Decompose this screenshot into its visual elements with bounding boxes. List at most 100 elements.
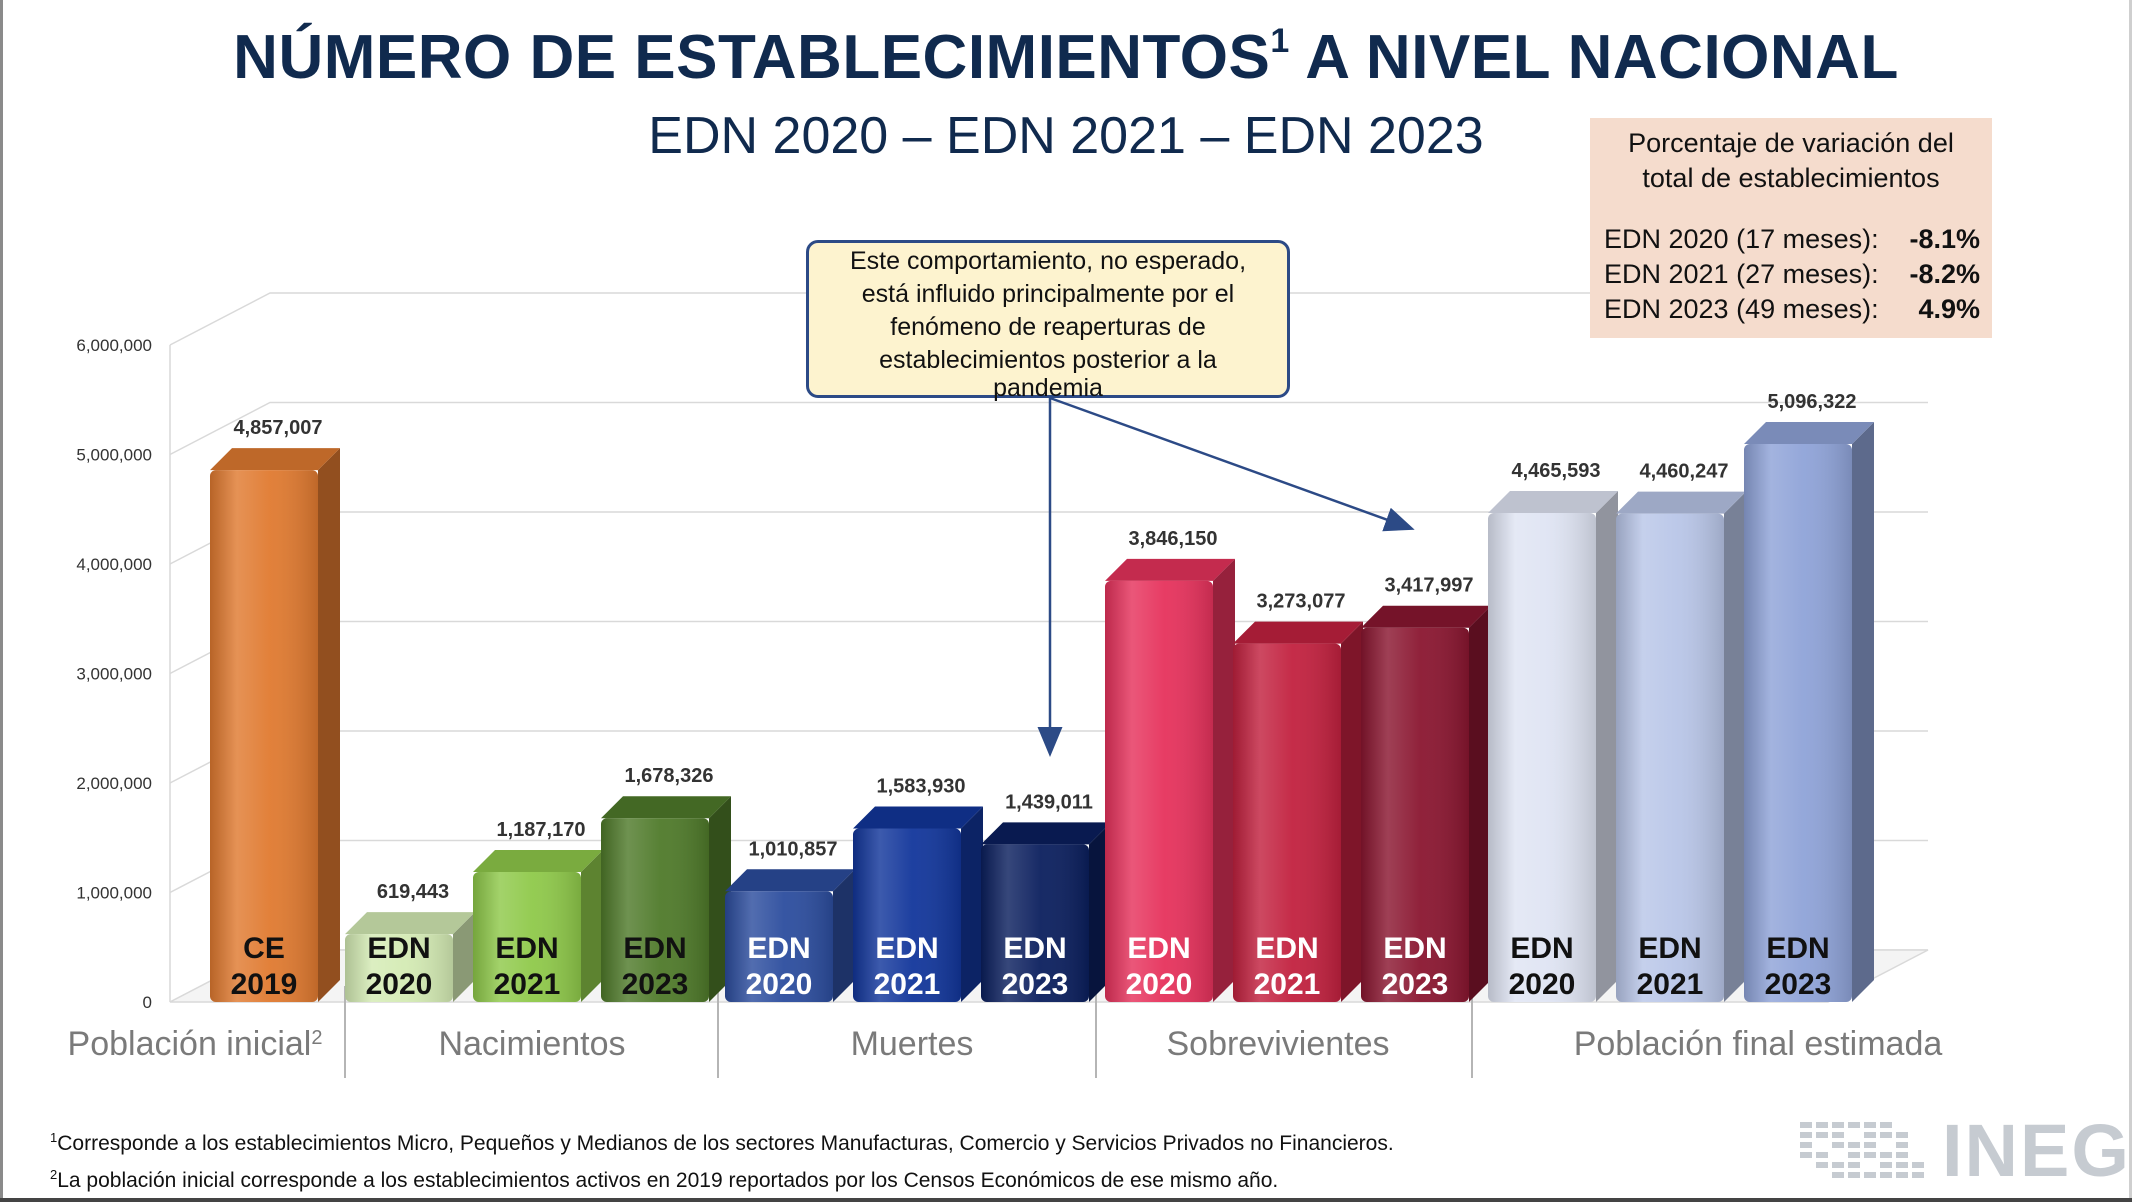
bar-year-label: 2021 xyxy=(1637,968,1704,1001)
variation-row: EDN 2023 (49 meses): 4.9% xyxy=(1604,292,1980,327)
bar-series-label: EDN xyxy=(1510,932,1573,965)
bar-side xyxy=(1596,491,1618,1002)
footnote-1-text: Corresponde a los establecimientos Micro… xyxy=(57,1132,1394,1155)
bar-top xyxy=(601,796,731,819)
bar xyxy=(1616,491,1746,1002)
bar-side xyxy=(961,806,983,1002)
bar-value-label: 1,678,326 xyxy=(625,765,714,787)
bar-top xyxy=(345,912,475,935)
bar-year-label: 2020 xyxy=(1126,968,1193,1001)
bar xyxy=(1105,558,1235,1002)
bar-value-label: 5,096,322 xyxy=(1768,391,1857,413)
variation-row-value: -8.1% xyxy=(1909,224,1980,254)
bar xyxy=(853,806,983,1002)
bar-series-label: EDN xyxy=(1383,932,1446,965)
bar-top xyxy=(1361,605,1491,628)
bar-shine xyxy=(210,470,318,1003)
variation-row: EDN 2020 (17 meses): -8.1% xyxy=(1604,222,1980,257)
title-tail: A NIVEL NACIONAL xyxy=(1289,23,1899,92)
y-tick-label: 1,000,000 xyxy=(76,884,152,903)
bar-top xyxy=(981,822,1111,845)
footnote-1: 1Corresponde a los establecimientos Micr… xyxy=(50,1122,1394,1159)
bar-value-label: 1,439,011 xyxy=(1005,791,1093,813)
callout-note: Este comportamiento, no esperado, está i… xyxy=(806,240,1290,402)
bar-value-label: 1,187,170 xyxy=(497,819,586,841)
bar-shine xyxy=(1233,643,1341,1002)
bar xyxy=(725,869,855,1002)
bar-side xyxy=(1341,621,1363,1002)
bar-side xyxy=(1724,491,1746,1002)
inegi-logo-text: INEGI xyxy=(1942,1109,2132,1192)
bar-year-label: 2023 xyxy=(1382,968,1449,1001)
bar-year-label: 2021 xyxy=(1254,968,1321,1001)
bar xyxy=(1488,491,1618,1002)
bar xyxy=(601,796,731,1002)
bar-shine xyxy=(473,872,581,1002)
bar-shine xyxy=(981,844,1089,1002)
bar-top xyxy=(1488,491,1618,514)
bar-series-label: EDN xyxy=(875,932,938,965)
bar-side xyxy=(581,850,603,1002)
bar-year-label: 2020 xyxy=(366,968,433,1001)
bar-value-label: 3,417,997 xyxy=(1385,575,1474,597)
footnote-2: 2La población inicial corresponde a los … xyxy=(50,1159,1394,1196)
bar-shine xyxy=(1616,513,1724,1002)
bar xyxy=(1361,605,1491,1002)
bar-series-label: EDN xyxy=(623,932,686,965)
y-tick-label: 4,000,000 xyxy=(76,555,152,574)
gridline xyxy=(169,401,1928,456)
variation-row-value: 4.9% xyxy=(1918,294,1980,324)
bar xyxy=(1744,421,1874,1002)
variation-row-value: -8.2% xyxy=(1909,259,1980,289)
title-footnote-mark: 1 xyxy=(1270,22,1290,60)
category-footnote-mark: 2 xyxy=(311,1027,322,1049)
category-label: Población inicial2 xyxy=(68,1025,323,1063)
bar-series-label: EDN xyxy=(1003,932,1066,965)
footnote-2-mark: 2 xyxy=(50,1167,58,1182)
bar-top xyxy=(1744,421,1874,444)
bar-year-label: 2019 xyxy=(231,968,298,1001)
bar xyxy=(473,850,603,1002)
bar-shine xyxy=(1361,627,1469,1002)
bar-year-label: 2021 xyxy=(874,968,941,1001)
page-subtitle: EDN 2020 – EDN 2021 – EDN 2023 xyxy=(648,107,1484,165)
gridline xyxy=(169,292,1928,346)
callout-line: Este comportamiento, no esperado, xyxy=(849,247,1247,275)
bar-year-label: 2020 xyxy=(746,968,813,1001)
bar xyxy=(1233,621,1363,1002)
bar-series-label: EDN xyxy=(367,932,430,965)
footnote-1-mark: 1 xyxy=(50,1130,58,1145)
bar-top xyxy=(853,806,983,829)
bar-side xyxy=(318,448,340,1003)
bar-year-label: 2023 xyxy=(622,968,689,1001)
bar-year-label: 2020 xyxy=(1509,968,1576,1001)
variation-summary-box: Porcentaje de variación del total de est… xyxy=(1590,118,1992,338)
variation-heading-line2: total de establecimientos xyxy=(1642,163,1940,193)
page-title: NÚMERO DE ESTABLECIMIENTOS1 A NIVEL NACI… xyxy=(0,22,2132,93)
title-main: NÚMERO DE ESTABLECIMIENTOS xyxy=(233,23,1271,92)
bar-series-label: EDN xyxy=(1638,932,1701,965)
bar-side xyxy=(1469,605,1491,1002)
category-label: Nacimientos xyxy=(438,1025,625,1063)
bar-series-label: EDN xyxy=(747,932,810,965)
bar-shine xyxy=(1744,443,1852,1002)
bar-chart: 0 1,000,000 2,000,000 3,000,000 4,000,000 5,0… xyxy=(68,292,1942,1078)
bar-value-label: 4,460,247 xyxy=(1640,461,1729,483)
variation-heading-line1: Porcentaje de variación del xyxy=(1628,128,1954,158)
bar-top xyxy=(210,448,340,471)
callout-line: establecimientos posterior a la xyxy=(879,346,1217,374)
bar-shine xyxy=(725,891,833,1002)
bar-value-label: 3,846,150 xyxy=(1129,528,1218,550)
footnotes: 1Corresponde a los establecimientos Micr… xyxy=(50,1122,1394,1196)
bar-shine xyxy=(345,934,453,1002)
bar-value-label: 4,465,593 xyxy=(1512,460,1601,482)
inegi-dot-grid-icon xyxy=(1800,1122,1924,1178)
bar-year-label: 2023 xyxy=(1765,968,1832,1001)
bar-year-label: 2021 xyxy=(494,968,561,1001)
bar xyxy=(345,912,475,1002)
bar-side xyxy=(1852,421,1874,1002)
callout-line: pandemia xyxy=(993,374,1103,402)
bar-value-label: 4,857,007 xyxy=(234,417,323,439)
bar-value-label: 1,010,857 xyxy=(749,838,838,860)
